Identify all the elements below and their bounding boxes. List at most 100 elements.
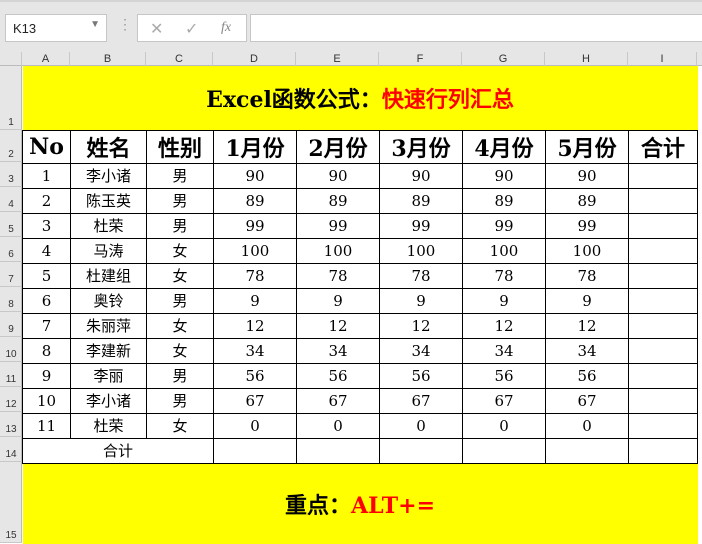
- cell[interactable]: 女: [146, 237, 214, 264]
- cell[interactable]: 11: [22, 412, 71, 439]
- cell[interactable]: 杜荣: [70, 412, 147, 439]
- column-title[interactable]: 合计: [628, 129, 698, 164]
- cell[interactable]: 34: [545, 337, 629, 364]
- cell[interactable]: 奥铃: [70, 287, 147, 314]
- cell[interactable]: 5: [22, 262, 71, 289]
- row-header[interactable]: 12: [0, 387, 22, 412]
- cell[interactable]: 0: [379, 412, 463, 439]
- cell[interactable]: 100: [213, 237, 297, 264]
- cell[interactable]: 90: [379, 162, 463, 189]
- cell[interactable]: 杜荣: [70, 212, 147, 239]
- cell[interactable]: 67: [379, 387, 463, 414]
- cell[interactable]: [628, 412, 698, 439]
- name-box[interactable]: K13 ▼: [5, 14, 107, 42]
- cell[interactable]: 6: [22, 287, 71, 314]
- cell[interactable]: 34: [296, 337, 380, 364]
- row-header[interactable]: 3: [0, 162, 22, 187]
- row-header[interactable]: 14: [0, 437, 22, 462]
- cell[interactable]: 56: [379, 362, 463, 389]
- column-header[interactable]: C: [146, 52, 213, 66]
- row-header[interactable]: 2: [0, 130, 22, 162]
- cell[interactable]: 99: [379, 212, 463, 239]
- cell[interactable]: 78: [462, 262, 546, 289]
- cell[interactable]: 0: [296, 412, 380, 439]
- cell[interactable]: 89: [379, 187, 463, 214]
- cell[interactable]: 90: [545, 162, 629, 189]
- cell[interactable]: 李小诸: [70, 387, 147, 414]
- cell[interactable]: 朱丽萍: [70, 312, 147, 339]
- row-header[interactable]: 6: [0, 237, 22, 262]
- cell[interactable]: 100: [462, 237, 546, 264]
- cell[interactable]: 78: [545, 262, 629, 289]
- cell[interactable]: 89: [462, 187, 546, 214]
- cell[interactable]: 100: [545, 237, 629, 264]
- cell[interactable]: 56: [545, 362, 629, 389]
- column-header[interactable]: B: [70, 52, 146, 66]
- cell[interactable]: 9: [22, 362, 71, 389]
- cell[interactable]: 男: [146, 287, 214, 314]
- cell[interactable]: 陈玉英: [70, 187, 147, 214]
- cell[interactable]: 9: [296, 287, 380, 314]
- column-title[interactable]: 2月份: [296, 129, 380, 164]
- cell[interactable]: 99: [462, 212, 546, 239]
- cell[interactable]: 78: [213, 262, 297, 289]
- column-title[interactable]: No: [22, 129, 71, 164]
- cell[interactable]: 56: [296, 362, 380, 389]
- row-header[interactable]: 8: [0, 287, 22, 312]
- cell[interactable]: 男: [146, 387, 214, 414]
- formula-input[interactable]: [250, 14, 702, 42]
- cell[interactable]: 男: [146, 362, 214, 389]
- cell[interactable]: [628, 337, 698, 364]
- cell[interactable]: 李丽: [70, 362, 147, 389]
- cell[interactable]: 杜建组: [70, 262, 147, 289]
- cell[interactable]: 9: [462, 287, 546, 314]
- cell[interactable]: 男: [146, 212, 214, 239]
- cell[interactable]: 马涛: [70, 237, 147, 264]
- cell[interactable]: 3: [22, 212, 71, 239]
- cell[interactable]: 12: [213, 312, 297, 339]
- cell[interactable]: 89: [545, 187, 629, 214]
- cell[interactable]: 34: [462, 337, 546, 364]
- cancel-icon[interactable]: ✕: [150, 21, 164, 38]
- footer-cell[interactable]: 重点：ALT+=: [22, 463, 698, 544]
- total-cell[interactable]: [213, 437, 297, 464]
- cell[interactable]: 10: [22, 387, 71, 414]
- column-title[interactable]: 5月份: [545, 129, 629, 164]
- total-cell[interactable]: [379, 437, 463, 464]
- cell[interactable]: 56: [213, 362, 297, 389]
- cell[interactable]: 99: [213, 212, 297, 239]
- cell[interactable]: 1: [22, 162, 71, 189]
- cell[interactable]: 89: [296, 187, 380, 214]
- row-header[interactable]: 5: [0, 212, 22, 237]
- cell[interactable]: 67: [545, 387, 629, 414]
- cell[interactable]: 女: [146, 312, 214, 339]
- column-title[interactable]: 4月份: [462, 129, 546, 164]
- total-cell[interactable]: [545, 437, 629, 464]
- cell[interactable]: [628, 187, 698, 214]
- row-header[interactable]: 9: [0, 312, 22, 337]
- total-cell[interactable]: [628, 437, 698, 464]
- cell[interactable]: [628, 237, 698, 264]
- column-header[interactable]: E: [296, 52, 379, 66]
- cell[interactable]: 78: [379, 262, 463, 289]
- cell[interactable]: 8: [22, 337, 71, 364]
- cell[interactable]: 90: [296, 162, 380, 189]
- cell[interactable]: [628, 362, 698, 389]
- row-header[interactable]: 4: [0, 187, 22, 212]
- cell[interactable]: 99: [296, 212, 380, 239]
- row-header[interactable]: 1: [0, 66, 22, 130]
- cell[interactable]: 67: [213, 387, 297, 414]
- cell[interactable]: 李建新: [70, 337, 147, 364]
- cell[interactable]: 12: [296, 312, 380, 339]
- cell[interactable]: 4: [22, 237, 71, 264]
- cell[interactable]: 女: [146, 262, 214, 289]
- column-header[interactable]: G: [462, 52, 545, 66]
- cell[interactable]: 7: [22, 312, 71, 339]
- cell[interactable]: [628, 162, 698, 189]
- row-header[interactable]: 11: [0, 362, 22, 387]
- cell[interactable]: 12: [379, 312, 463, 339]
- cell[interactable]: 99: [545, 212, 629, 239]
- column-header[interactable]: A: [22, 52, 70, 66]
- cell[interactable]: 67: [462, 387, 546, 414]
- cell[interactable]: 89: [213, 187, 297, 214]
